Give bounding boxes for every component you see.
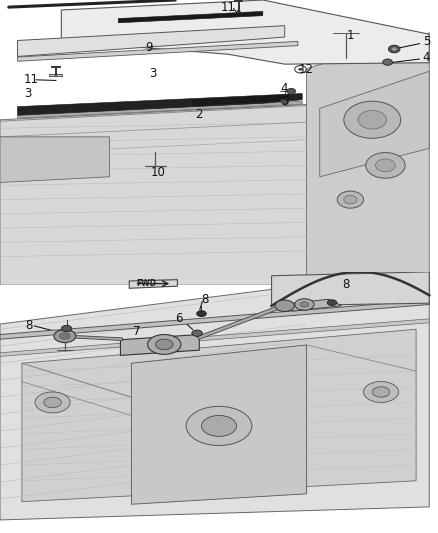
Circle shape [275, 300, 294, 311]
Polygon shape [237, 9, 240, 11]
Text: 10: 10 [150, 166, 165, 179]
Polygon shape [118, 11, 263, 23]
Circle shape [197, 311, 206, 317]
Text: 4: 4 [423, 51, 430, 63]
Text: 6: 6 [175, 312, 183, 325]
Text: 12: 12 [299, 63, 314, 76]
Polygon shape [66, 335, 123, 341]
Text: 8: 8 [25, 319, 33, 333]
Circle shape [61, 325, 72, 332]
Text: 3: 3 [24, 87, 32, 100]
Circle shape [60, 333, 70, 339]
Circle shape [337, 191, 364, 208]
Polygon shape [129, 280, 177, 288]
Circle shape [300, 302, 309, 307]
Circle shape [186, 406, 252, 446]
Circle shape [364, 382, 399, 402]
Text: 3: 3 [150, 67, 157, 80]
Polygon shape [131, 345, 307, 504]
Text: 2: 2 [195, 108, 203, 120]
Circle shape [298, 68, 303, 71]
Polygon shape [0, 319, 429, 357]
Text: 8: 8 [343, 278, 350, 291]
Circle shape [358, 110, 387, 129]
Circle shape [155, 339, 173, 350]
Circle shape [44, 397, 61, 408]
Polygon shape [320, 71, 429, 177]
Circle shape [295, 298, 314, 310]
Polygon shape [280, 299, 342, 311]
Circle shape [392, 47, 397, 51]
Circle shape [375, 159, 395, 172]
Text: 4: 4 [280, 83, 288, 95]
Circle shape [372, 387, 390, 397]
Text: 11: 11 [24, 74, 39, 86]
Polygon shape [120, 335, 199, 356]
Circle shape [389, 45, 400, 53]
Polygon shape [0, 137, 110, 182]
Polygon shape [22, 329, 416, 502]
Text: 9: 9 [145, 41, 153, 54]
Circle shape [287, 88, 296, 94]
Polygon shape [197, 305, 283, 339]
Polygon shape [18, 101, 302, 118]
Polygon shape [18, 93, 302, 115]
Polygon shape [0, 104, 315, 285]
Circle shape [327, 300, 337, 305]
Circle shape [192, 330, 202, 336]
Circle shape [366, 152, 405, 178]
Text: 5: 5 [423, 35, 430, 48]
Circle shape [201, 416, 237, 437]
Polygon shape [49, 74, 62, 76]
Circle shape [383, 59, 392, 66]
Text: 11: 11 [220, 1, 235, 14]
Circle shape [281, 99, 289, 104]
Text: 7: 7 [133, 326, 141, 338]
Polygon shape [307, 33, 429, 285]
Circle shape [148, 335, 181, 354]
Polygon shape [0, 300, 429, 339]
Circle shape [35, 392, 70, 413]
Polygon shape [272, 272, 429, 306]
Polygon shape [18, 26, 285, 56]
Circle shape [54, 329, 76, 343]
Circle shape [344, 101, 401, 138]
Polygon shape [61, 0, 429, 64]
Polygon shape [193, 95, 289, 106]
Polygon shape [18, 42, 298, 61]
Text: 1: 1 [346, 29, 354, 42]
Circle shape [344, 195, 357, 204]
Polygon shape [0, 277, 429, 520]
Text: 5: 5 [281, 95, 288, 108]
Text: FWD: FWD [137, 279, 157, 288]
Text: 8: 8 [201, 293, 208, 306]
